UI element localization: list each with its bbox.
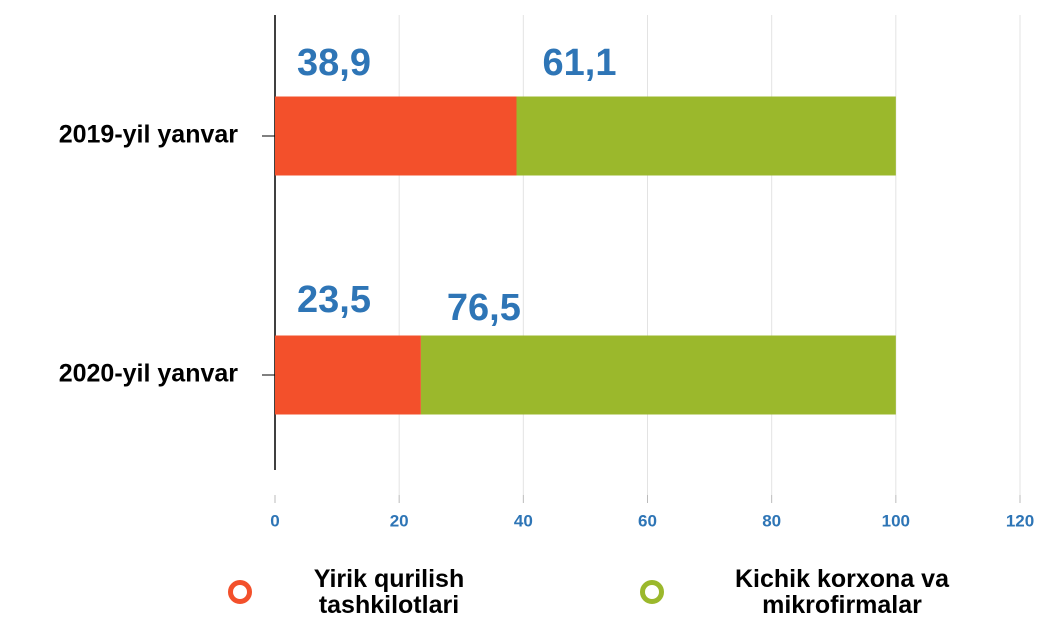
- x-tick-label: 100: [882, 511, 910, 530]
- value-label: 38,9: [297, 42, 371, 84]
- x-tick-label: 80: [762, 511, 781, 530]
- x-tick-label: 20: [390, 511, 409, 530]
- bar-segment: [516, 96, 896, 176]
- bar-segment: [275, 96, 517, 176]
- x-tick-label: 0: [270, 511, 279, 530]
- legend-label: Yirik qurilish tashkilotlari: [313, 565, 465, 619]
- bar-segment: [275, 335, 421, 415]
- bar-segment: [420, 335, 896, 415]
- legend-item: Yirik qurilish tashkilotlari: [228, 566, 508, 618]
- y-tick-label: 2019-yil yanvar: [59, 121, 239, 149]
- y-tick-label: 2020-yil yanvar: [59, 360, 239, 388]
- value-label: 61,1: [543, 42, 617, 84]
- x-tick-label: 40: [514, 511, 533, 530]
- value-label: 76,5: [447, 287, 521, 329]
- legend-item: Kichik korxona va mikrofirmalar: [640, 566, 1002, 618]
- legend-marker: [640, 580, 664, 604]
- x-tick-label: 60: [638, 511, 657, 530]
- legend-label: Kichik korxona va mikrofirmalar: [735, 565, 949, 619]
- legend-marker: [228, 580, 252, 604]
- x-tick-label: 120: [1006, 511, 1034, 530]
- value-label: 23,5: [297, 279, 371, 321]
